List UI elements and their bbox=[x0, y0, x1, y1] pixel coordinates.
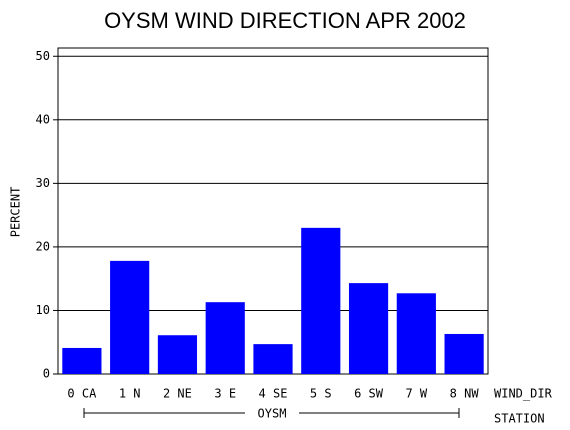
x-axis-label: WIND_DIR bbox=[494, 387, 553, 401]
y-tick-label: 40 bbox=[36, 112, 50, 126]
bar bbox=[348, 283, 389, 374]
bar bbox=[444, 333, 484, 374]
bar bbox=[157, 335, 198, 374]
bar bbox=[62, 347, 102, 374]
y-axis-label: PERCENT bbox=[9, 187, 23, 238]
x-tick-label: 4 SE bbox=[259, 387, 288, 401]
chart-title: OYSM WIND DIRECTION APR 2002 bbox=[104, 8, 466, 33]
x-tick-label: 6 SW bbox=[354, 387, 384, 401]
y-tick-label: 10 bbox=[36, 303, 50, 317]
bar bbox=[253, 344, 293, 374]
bar bbox=[205, 302, 245, 374]
x-tick-label: 7 W bbox=[405, 387, 427, 401]
x-tick-label: 8 NW bbox=[450, 387, 480, 401]
y-tick-label: 50 bbox=[36, 49, 50, 63]
group-axis-label: STATION bbox=[494, 412, 545, 426]
bar bbox=[110, 260, 150, 374]
y-tick-label: 0 bbox=[43, 367, 50, 381]
x-tick-label: 0 CA bbox=[67, 387, 97, 401]
bar bbox=[301, 227, 341, 374]
x-tick-label: 3 E bbox=[214, 387, 236, 401]
bar bbox=[396, 293, 436, 374]
group-name: OYSM bbox=[258, 407, 287, 421]
group-label-bg bbox=[245, 406, 299, 420]
x-tick-label: 5 S bbox=[310, 387, 332, 401]
x-tick-label: 2 NE bbox=[163, 387, 192, 401]
x-tick-label: 1 N bbox=[119, 387, 141, 401]
y-tick-label: 20 bbox=[36, 239, 50, 253]
y-tick-label: 30 bbox=[36, 176, 50, 190]
